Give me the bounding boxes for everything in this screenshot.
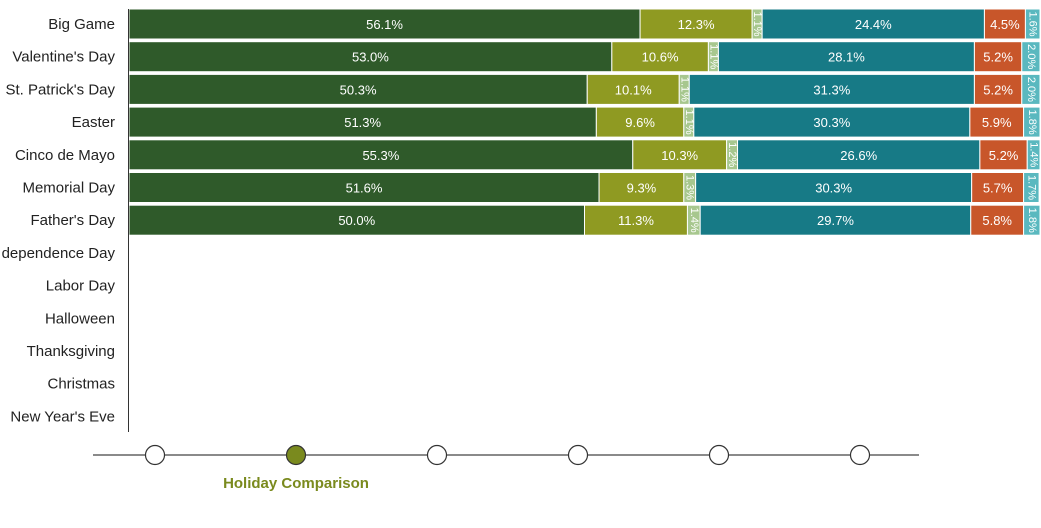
data-label-st-patrick-s-day-seg6: 2.0% xyxy=(1025,77,1037,102)
data-label-memorial-day-seg4: 30.3% xyxy=(815,181,852,196)
category-label-easter: Easter xyxy=(72,114,115,131)
stepper-dot-2[interactable] xyxy=(285,444,307,466)
data-label-cinco-de-mayo-seg1: 55.3% xyxy=(362,148,399,163)
bar-valentine-s-day-seg6 xyxy=(1021,41,1041,73)
category-label-thanksgiving: Thanksgiving xyxy=(27,343,115,360)
data-label-big-game-seg5: 4.5% xyxy=(990,17,1020,32)
data-label-big-game-seg3: 1.1% xyxy=(751,11,763,36)
category-label-st-patrick-s-day: St. Patrick's Day xyxy=(5,81,115,98)
data-label-st-patrick-s-day-seg3: 1.1% xyxy=(678,77,690,102)
category-label-halloween: Halloween xyxy=(45,310,115,327)
bar-st-patrick-s-day-seg2 xyxy=(586,73,680,105)
category-label-cinco-de-mayo: Cinco de Mayo xyxy=(15,147,115,164)
data-label-easter-seg1: 51.3% xyxy=(344,115,381,130)
data-label-memorial-day-seg6: 1.7% xyxy=(1025,175,1037,200)
category-label-big-game: Big Game xyxy=(48,16,115,33)
bars: 56.1% 12.3% 1.1% 24.4% 4.5% 1.6% 53.0% 10.6% 1.1… xyxy=(128,8,1041,236)
data-label-memorial-day-seg2: 9.3% xyxy=(627,181,657,196)
bar-big-game-seg2 xyxy=(639,8,753,40)
category-label-independence-day: dependence Day xyxy=(2,245,116,262)
data-label-st-patrick-s-day-seg1: 50.3% xyxy=(340,82,377,97)
data-label-cinco-de-mayo-seg4: 26.6% xyxy=(840,148,877,163)
bar-big-game-seg1 xyxy=(128,8,641,40)
category-label-memorial-day: Memorial Day xyxy=(22,180,115,197)
data-label-cinco-de-mayo-seg3: 1.2% xyxy=(726,142,738,167)
bar-cinco-de-mayo-seg1 xyxy=(128,139,634,171)
data-label-easter-seg5: 5.9% xyxy=(982,115,1012,130)
category-labels: Big Game Valentine's Day St. Patrick's Day… xyxy=(2,16,116,425)
data-label-st-patrick-s-day-seg4: 31.3% xyxy=(813,82,850,97)
bar-valentine-s-day-seg2 xyxy=(611,41,709,73)
stepper-dot-4[interactable] xyxy=(567,444,589,466)
data-label-big-game-seg4: 24.4% xyxy=(855,17,892,32)
data-label-big-game-seg6: 1.6% xyxy=(1027,11,1039,36)
data-label-valentine-s-day-seg3: 1.1% xyxy=(707,44,719,69)
data-label-memorial-day-seg5: 5.7% xyxy=(983,181,1013,196)
data-label-father-s-day-seg6: 1.8% xyxy=(1026,208,1038,233)
bar-valentine-s-day-seg1 xyxy=(128,41,613,73)
bar-father-s-day-seg2 xyxy=(584,204,688,236)
bar-father-s-day-seg5 xyxy=(970,204,1025,236)
data-label-easter-seg6: 1.8% xyxy=(1026,110,1038,135)
data-label-father-s-day-seg3: 1.4% xyxy=(688,208,700,233)
bar-father-s-day-seg1 xyxy=(128,204,585,236)
data-label-valentine-s-day-seg1: 53.0% xyxy=(352,50,389,65)
bar-easter-seg2 xyxy=(595,106,685,138)
bar-big-game-seg6 xyxy=(1024,8,1041,40)
data-label-cinco-de-mayo-seg2: 10.3% xyxy=(661,148,698,163)
data-label-valentine-s-day-seg2: 10.6% xyxy=(642,50,679,65)
category-label-christmas: Christmas xyxy=(47,376,115,393)
data-label-father-s-day-seg5: 5.8% xyxy=(982,213,1012,228)
category-label-valentine-s-day: Valentine's Day xyxy=(12,49,115,66)
data-label-easter-seg2: 9.6% xyxy=(625,115,655,130)
data-label-father-s-day-seg1: 50.0% xyxy=(338,213,375,228)
bar-cinco-de-mayo-seg2 xyxy=(632,139,728,171)
bar-memorial-day-seg2 xyxy=(598,172,685,203)
bar-cinco-de-mayo-seg5 xyxy=(979,139,1028,171)
data-label-father-s-day-seg2: 11.3% xyxy=(618,213,654,228)
bar-easter-seg6 xyxy=(1023,106,1041,138)
bar-valentine-s-day-seg4 xyxy=(717,41,975,73)
data-label-memorial-day-seg1: 51.6% xyxy=(346,181,383,196)
bar-st-patrick-s-day-seg4 xyxy=(688,73,975,105)
stepper: Holiday Comparison xyxy=(93,444,919,492)
data-label-cinco-de-mayo-seg6: 1.4% xyxy=(1028,142,1040,167)
category-label-labor-day: Labor Day xyxy=(46,278,116,295)
data-label-valentine-s-day-seg4: 28.1% xyxy=(828,50,865,65)
data-label-easter-seg4: 30.3% xyxy=(813,115,850,130)
category-label-new-year-s-eve: New Year's Eve xyxy=(10,408,115,425)
bar-cinco-de-mayo-seg6 xyxy=(1026,139,1041,171)
bar-memorial-day-seg5 xyxy=(971,172,1025,203)
data-label-big-game-seg2: 12.3% xyxy=(678,17,715,32)
data-label-memorial-day-seg3: 1.3% xyxy=(684,175,696,200)
bar-easter-seg1 xyxy=(128,106,597,138)
stepper-dot-3[interactable] xyxy=(426,444,448,466)
bar-valentine-s-day-seg5 xyxy=(973,41,1023,73)
bar-st-patrick-s-day-seg6 xyxy=(1021,73,1041,105)
data-label-valentine-s-day-seg6: 2.0% xyxy=(1025,44,1037,69)
data-label-father-s-day-seg4: 29.7% xyxy=(817,213,854,228)
bar-father-s-day-seg6 xyxy=(1023,204,1041,236)
bar-easter-seg4 xyxy=(693,106,971,138)
stepper-dot-5[interactable] xyxy=(708,444,730,466)
stepper-dot-1[interactable] xyxy=(144,444,166,466)
stepper-active-label: Holiday Comparison xyxy=(223,475,369,492)
category-label-father-s-day: Father's Day xyxy=(30,212,115,229)
data-label-st-patrick-s-day-seg5: 5.2% xyxy=(983,82,1013,97)
bar-memorial-day-seg4 xyxy=(695,172,973,203)
data-label-cinco-de-mayo-seg5: 5.2% xyxy=(989,148,1019,163)
stepper-dot-6[interactable] xyxy=(849,444,871,466)
data-label-st-patrick-s-day-seg2: 10.1% xyxy=(615,82,652,97)
data-label-easter-seg3: 1.1% xyxy=(683,110,695,135)
bar-memorial-day-seg6 xyxy=(1023,172,1040,203)
data-label-valentine-s-day-seg5: 5.2% xyxy=(983,50,1013,65)
data-label-big-game-seg1: 56.1% xyxy=(366,17,403,32)
bar-cinco-de-mayo-seg4 xyxy=(737,139,981,171)
bar-st-patrick-s-day-seg5 xyxy=(973,73,1023,105)
